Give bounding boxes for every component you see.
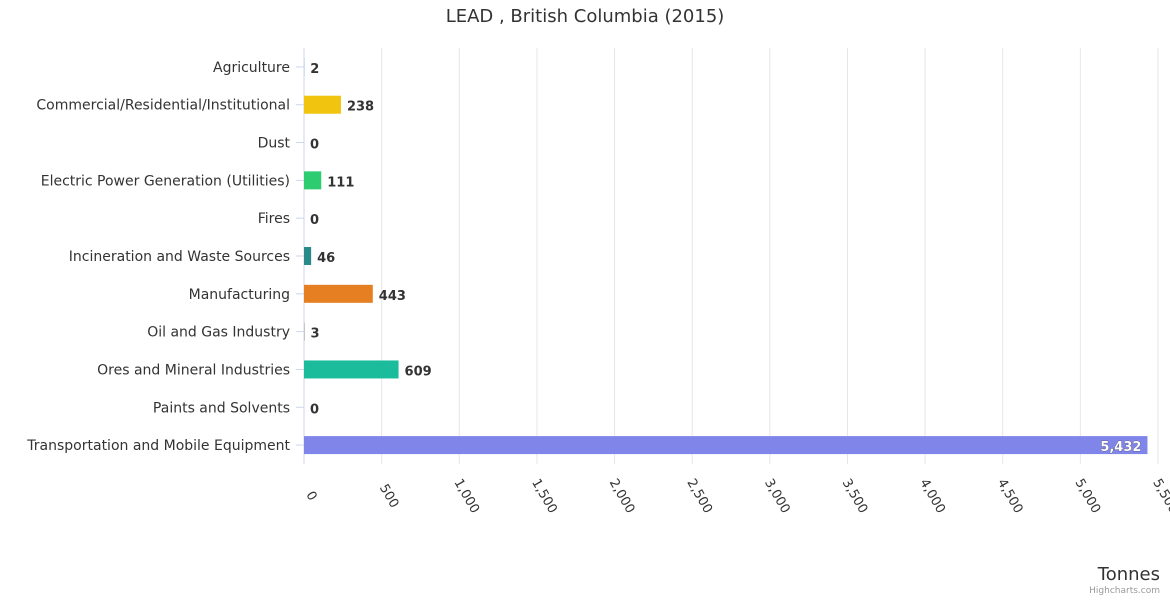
category-label: Oil and Gas Industry [147,325,290,341]
data-label: 609 [405,364,432,379]
data-label: 2 [310,62,319,77]
x-tick-label: 5,500 [1149,476,1170,516]
data-label: 0 [310,138,319,153]
x-tick-label: 3,500 [839,476,871,516]
x-tick-label: 3,000 [761,476,793,516]
bar-layer [304,57,1148,455]
category-label: Agriculture [213,60,290,76]
x-tick-label: 5,000 [1072,476,1104,516]
x-tick-label: 1,500 [528,476,560,516]
data-label: 111 [327,175,354,190]
category-label: Manufacturing [189,287,290,303]
x-tick-label: 4,500 [994,476,1026,516]
data-label: 5,432 [1100,440,1141,455]
x-axis-title: Tonnes [1097,564,1160,585]
category-label: Ores and Mineral Industries [97,362,290,378]
bar[interactable] [304,436,1148,455]
grid-layer [381,48,1159,464]
x-tick-label: 1,000 [451,476,483,516]
credits-link[interactable]: Highcharts.com [1089,586,1160,596]
bar[interactable] [304,171,322,190]
category-label: Commercial/Residential/Institutional [36,98,290,114]
x-tick-label: 2,000 [606,476,638,516]
data-label: 0 [310,213,319,228]
data-label: 238 [347,100,374,115]
category-label: Incineration and Waste Sources [69,249,290,265]
x-tick-label: 0 [302,489,319,504]
bar[interactable] [304,284,373,303]
chart-title: LEAD , British Columbia (2015) [445,6,725,27]
category-label: Paints and Solvents [153,400,290,416]
x-tick-label: 4,000 [916,476,948,516]
bar[interactable] [304,247,312,265]
data-label: 46 [317,251,335,266]
x-tick-label: 2,500 [683,476,715,516]
category-label: Dust [258,136,291,152]
label-layer: 2 238 0 111 0 46 443 3 609 0 5,432 [310,62,1142,455]
x-tick-label: 500 [376,482,401,511]
bar[interactable] [304,360,399,379]
data-label: 3 [310,327,319,342]
data-label: 0 [310,402,319,417]
category-label: Electric Power Generation (Utilities) [41,173,290,189]
category-label: Fires [258,211,290,227]
data-label: 443 [379,289,406,304]
category-label: Transportation and Mobile Equipment [26,438,290,454]
bar[interactable] [304,95,341,114]
